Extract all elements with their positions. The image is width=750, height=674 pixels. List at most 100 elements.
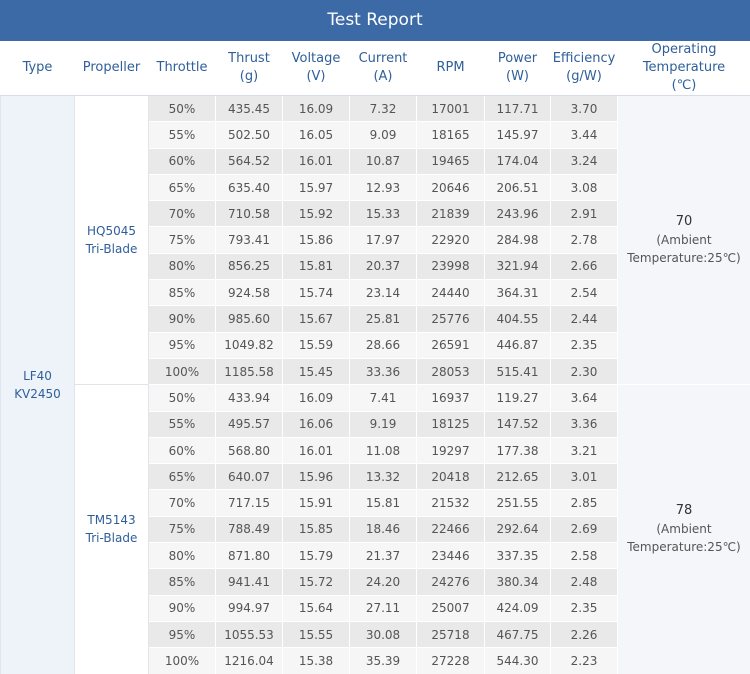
data-cell: 18.46 xyxy=(349,515,417,544)
text-line: (A) xyxy=(373,69,393,84)
data-cell: 3.08 xyxy=(550,173,618,202)
data-row: 90% 994.97 15.64 27.11 25007 424.09 2.35 xyxy=(1,594,750,622)
text-line: Temperature xyxy=(642,60,726,75)
data-cell: 15.74 xyxy=(282,279,350,307)
text-line: (℃) xyxy=(671,78,697,93)
temperature-value: 78 xyxy=(675,503,693,519)
data-cell: 502.50 xyxy=(215,121,283,149)
data-cell: 206.51 xyxy=(484,173,551,202)
data-cell: 793.41 xyxy=(215,226,283,254)
data-cell: 33.36 xyxy=(349,357,417,386)
data-cell: 15.45 xyxy=(282,357,350,386)
data-cell: 15.81 xyxy=(282,252,350,281)
data-cell: 495.57 xyxy=(215,410,283,438)
data-row: 100% 1216.04 15.38 35.39 27228 544.30 2.23 xyxy=(1,647,750,674)
data-cell: 65% xyxy=(148,463,216,491)
text-line: (Ambient xyxy=(656,522,712,537)
data-cell: 85% xyxy=(148,568,216,596)
data-cell: 119.27 xyxy=(484,384,551,412)
text-line: TM5143 xyxy=(87,513,136,528)
text-line: (g/W) xyxy=(566,69,602,84)
data-cell: 871.80 xyxy=(215,542,283,570)
data-cell: 15.79 xyxy=(282,542,350,570)
text-line: (V) xyxy=(306,69,326,84)
data-row: 60% 564.52 16.01 10.87 19465 174.04 3.24 xyxy=(1,147,750,175)
data-cell: 25718 xyxy=(416,620,485,649)
temperature-value: 70 xyxy=(675,214,693,230)
data-cell: 515.41 xyxy=(484,357,551,386)
data-cell: 19297 xyxy=(416,436,485,465)
data-cell: 544.30 xyxy=(484,647,551,674)
data-cell: 941.41 xyxy=(215,568,283,596)
column-header: Operating Temperature (℃) xyxy=(617,41,750,96)
data-cell: 19465 xyxy=(416,147,485,175)
text-line: LF40 xyxy=(23,368,52,383)
data-cell: 25.81 xyxy=(349,305,417,333)
data-cell: 15.72 xyxy=(282,568,350,596)
data-cell: 16937 xyxy=(416,384,485,412)
column-header: Current (A) xyxy=(349,41,417,96)
data-cell: 2.69 xyxy=(550,515,618,544)
text-line: HQ5045 xyxy=(86,224,136,239)
data-cell: 100% xyxy=(148,357,216,386)
data-row: 60% 568.80 16.01 11.08 19297 177.38 3.21 xyxy=(1,436,750,465)
data-cell: 212.65 xyxy=(484,463,551,491)
data-row: 70% 710.58 15.92 15.33 21839 243.96 2.91 xyxy=(1,200,750,228)
data-cell: 3.01 xyxy=(550,463,618,491)
data-cell: 174.04 xyxy=(484,147,551,175)
data-cell: 11.08 xyxy=(349,436,417,465)
data-cell: 2.44 xyxy=(550,305,618,333)
data-cell: 23.14 xyxy=(349,279,417,307)
data-cell: 16.01 xyxy=(282,436,350,465)
data-cell: 635.40 xyxy=(215,173,283,202)
data-cell: 12.93 xyxy=(349,173,417,202)
data-cell: 924.58 xyxy=(215,279,283,307)
data-cell: 26591 xyxy=(416,331,485,359)
data-cell: 55% xyxy=(148,121,216,149)
text-line: Power xyxy=(497,51,538,66)
data-row: 65% 635.40 15.97 12.93 20646 206.51 3.08 xyxy=(1,173,750,202)
data-cell: 147.52 xyxy=(484,410,551,438)
data-cell: 85% xyxy=(148,279,216,307)
data-cell: 446.87 xyxy=(484,331,551,359)
data-cell: 243.96 xyxy=(484,200,551,228)
data-cell: 856.25 xyxy=(215,252,283,281)
data-cell: 2.54 xyxy=(550,279,618,307)
data-cell: 2.26 xyxy=(550,620,618,649)
data-cell: 1185.58 xyxy=(215,357,283,386)
data-cell: 2.58 xyxy=(550,542,618,570)
data-cell: 15.97 xyxy=(282,173,350,202)
text-line: Tri-Blade xyxy=(85,531,138,546)
data-cell: 321.94 xyxy=(484,252,551,281)
data-cell: 80% xyxy=(148,252,216,281)
data-cell: 2.91 xyxy=(550,200,618,228)
data-row: 80% 856.25 15.81 20.37 23998 321.94 2.66 xyxy=(1,252,750,281)
data-cell: 23998 xyxy=(416,252,485,281)
column-header: RPM xyxy=(416,41,485,96)
data-cell: 117.71 xyxy=(484,94,551,123)
data-cell: 2.23 xyxy=(550,647,618,674)
data-cell: 70% xyxy=(148,200,216,228)
data-cell: 16.09 xyxy=(282,384,350,412)
table-body: LF40 KV2450 HQ5045 Tri-Blade 50% 435.45 16.09 7… xyxy=(0,94,750,674)
data-cell: 90% xyxy=(148,305,216,333)
data-cell: 15.81 xyxy=(349,489,417,517)
data-cell: 15.64 xyxy=(282,594,350,622)
data-cell: 2.30 xyxy=(550,357,618,386)
data-cell: 30.08 xyxy=(349,620,417,649)
data-cell: 50% xyxy=(148,94,216,123)
data-cell: 9.19 xyxy=(349,410,417,438)
data-row: 95% 1055.53 15.55 30.08 25718 467.75 2.26 xyxy=(1,620,750,649)
data-cell: 28.66 xyxy=(349,331,417,359)
data-cell: 55% xyxy=(148,410,216,438)
data-cell: 90% xyxy=(148,594,216,622)
data-cell: 16.06 xyxy=(282,410,350,438)
data-cell: 95% xyxy=(148,620,216,649)
data-cell: 1055.53 xyxy=(215,620,283,649)
data-cell: 27228 xyxy=(416,647,485,674)
data-cell: 15.38 xyxy=(282,647,350,674)
data-row: 80% 871.80 15.79 21.37 23446 337.35 2.58 xyxy=(1,542,750,570)
data-cell: 95% xyxy=(148,331,216,359)
temperature-cell: 70 (Ambient Temperature:25℃) xyxy=(617,94,750,386)
